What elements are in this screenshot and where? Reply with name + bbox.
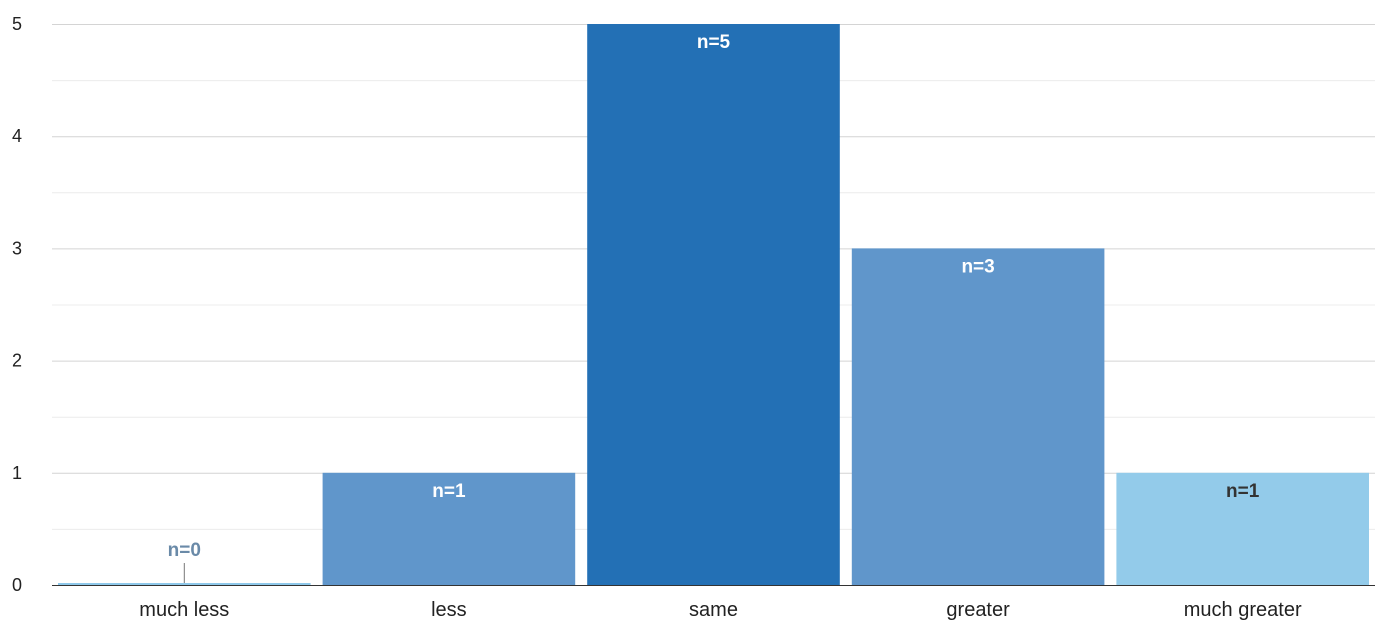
data-label: n=3 bbox=[961, 256, 994, 277]
x-tick-label: greater bbox=[946, 599, 1010, 621]
bar-less bbox=[322, 472, 576, 585]
y-axis-tick-labels: 0 1 2 3 4 5 bbox=[12, 14, 22, 595]
y-tick-label: 5 bbox=[12, 14, 22, 34]
x-tick-label: much greater bbox=[1184, 599, 1302, 621]
x-tick-label: less bbox=[431, 599, 467, 621]
y-tick-label: 2 bbox=[12, 351, 22, 371]
x-tick-label: same bbox=[689, 599, 738, 621]
x-tick-label: much less bbox=[139, 599, 229, 621]
y-tick-label: 3 bbox=[12, 238, 22, 258]
data-label: n=5 bbox=[697, 32, 731, 53]
bars bbox=[58, 24, 1369, 585]
bar-much-less bbox=[58, 583, 311, 585]
y-tick-label: 4 bbox=[12, 126, 22, 146]
data-label: n=1 bbox=[1226, 481, 1260, 502]
data-label: n=1 bbox=[432, 481, 466, 502]
x-axis-tick-labels: much less less same greater much greater bbox=[139, 599, 1302, 621]
y-tick-label: 1 bbox=[12, 463, 22, 483]
bar-much-greater bbox=[1116, 472, 1369, 585]
bar-greater bbox=[851, 248, 1105, 585]
data-label: n=0 bbox=[168, 540, 201, 561]
bar-same bbox=[587, 24, 840, 585]
data-labels: n=0 n=1 n=5 n=3 n=1 bbox=[168, 32, 1260, 583]
y-tick-label: 0 bbox=[12, 575, 22, 595]
